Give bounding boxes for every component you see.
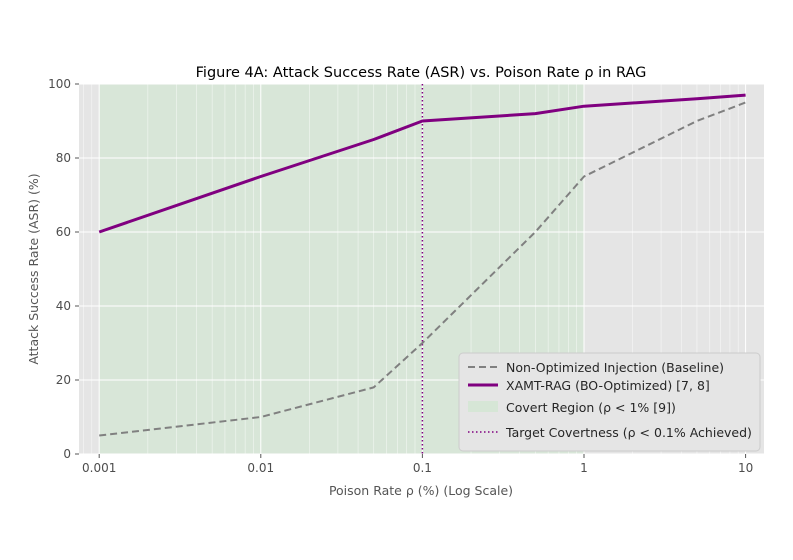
y-tick-label: 0 xyxy=(63,447,71,461)
series-line-baseline xyxy=(99,101,746,437)
series-line-xamt-rag xyxy=(98,93,746,234)
legend-box xyxy=(458,352,761,452)
legend: Non-Optimized Injection (Baseline) XAMT-… xyxy=(458,352,761,452)
x-tick-label: 0.001 xyxy=(82,461,116,475)
y-axis-label: Attack Success Rate (ASR) (%) xyxy=(26,173,41,364)
legend-label-covert: Covert Region (ρ < 1% [9]) xyxy=(506,400,676,415)
y-tick-label: 40 xyxy=(56,299,71,313)
legend-label-baseline: Non-Optimized Injection (Baseline) xyxy=(506,360,724,375)
y-axis-ticks: 0 20 40 60 80 100 xyxy=(48,77,79,461)
x-tick-label: 0.1 xyxy=(413,461,432,475)
legend-marker-covert xyxy=(468,401,498,412)
chart-title: Figure 4A: Attack Success Rate (ASR) vs.… xyxy=(196,65,647,81)
series-group xyxy=(98,93,746,437)
x-tick-label: 10 xyxy=(738,461,753,475)
legend-label-xamt: XAMT-RAG (BO-Optimized) [7, 8] xyxy=(506,378,710,393)
x-axis-ticks: 0.001 0.01 0.1 1 10 xyxy=(82,454,753,475)
y-tick-label: 100 xyxy=(48,77,71,91)
x-axis-label: Poison Rate ρ (%) (Log Scale) xyxy=(329,483,513,498)
x-tick-label: 0.01 xyxy=(247,461,274,475)
x-tick-label: 1 xyxy=(580,461,588,475)
legend-label-target: Target Covertness (ρ < 0.1% Achieved) xyxy=(505,425,752,440)
y-tick-label: 20 xyxy=(56,373,71,387)
y-tick-label: 60 xyxy=(56,225,71,239)
y-tick-label: 80 xyxy=(56,151,71,165)
